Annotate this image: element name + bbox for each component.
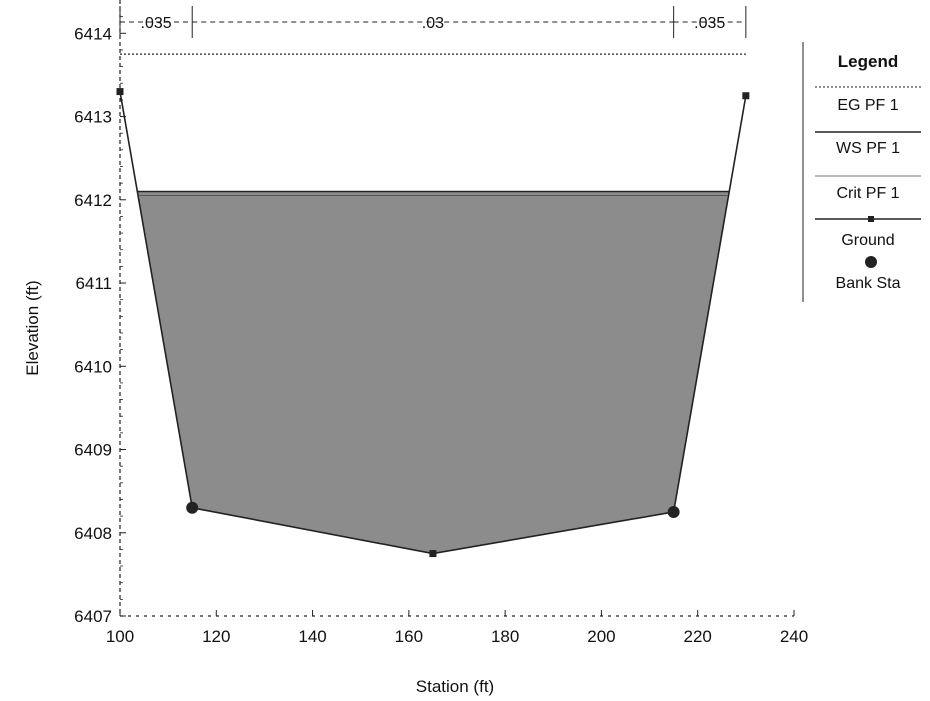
y-tick-label: 6410: [74, 357, 112, 376]
legend-entry: Crit PF 1: [836, 185, 899, 202]
plot-area: .035 .03 .035: [116, 6, 750, 558]
legend-entry: Ground: [841, 232, 894, 249]
x-axis-title: Station (ft): [416, 677, 494, 696]
mannings-n-label: .03: [422, 15, 444, 32]
ground-point: [429, 550, 437, 558]
y-tick-label: 6409: [74, 441, 112, 460]
y-tick-label: 6413: [74, 108, 112, 127]
legend-entry: Bank Sta: [836, 275, 901, 292]
water-area: [137, 191, 730, 554]
x-tick-label: 220: [684, 627, 712, 646]
legend-entry: WS PF 1: [836, 140, 900, 157]
mannings-n-label: .035: [141, 15, 172, 32]
ground-point: [742, 92, 750, 100]
x-tick-label: 200: [587, 627, 615, 646]
x-tick-label: 100: [106, 627, 134, 646]
y-tick-label: 6414: [74, 24, 112, 43]
y-tick-label: 6408: [74, 524, 112, 543]
mannings-n-label: .035: [694, 15, 725, 32]
legend-bank-symbol: [865, 256, 877, 268]
legend-entry: EG PF 1: [837, 97, 898, 114]
x-tick-label: 180: [491, 627, 519, 646]
y-axis-title: Elevation (ft): [23, 280, 42, 375]
bank-station-point: [667, 505, 680, 518]
legend-title: Legend: [838, 52, 898, 71]
y-tick-label: 6411: [75, 274, 112, 293]
x-tick-label: 140: [298, 627, 326, 646]
x-tick-label: 120: [202, 627, 230, 646]
legend-ground-marker: [868, 216, 874, 222]
y-tick-label: 6412: [74, 191, 112, 210]
x-tick-label: 240: [780, 627, 808, 646]
y-tick-label: 6407: [74, 607, 112, 626]
axes: 6407 6408 6409 6410 6411 6412 6413 6414 100 120 14…: [74, 0, 808, 646]
bank-station-point: [186, 501, 199, 514]
legend: Legend EG PF 1 WS PF 1 Crit PF 1 Ground Bank …: [802, 42, 921, 302]
x-tick-label: 160: [395, 627, 423, 646]
